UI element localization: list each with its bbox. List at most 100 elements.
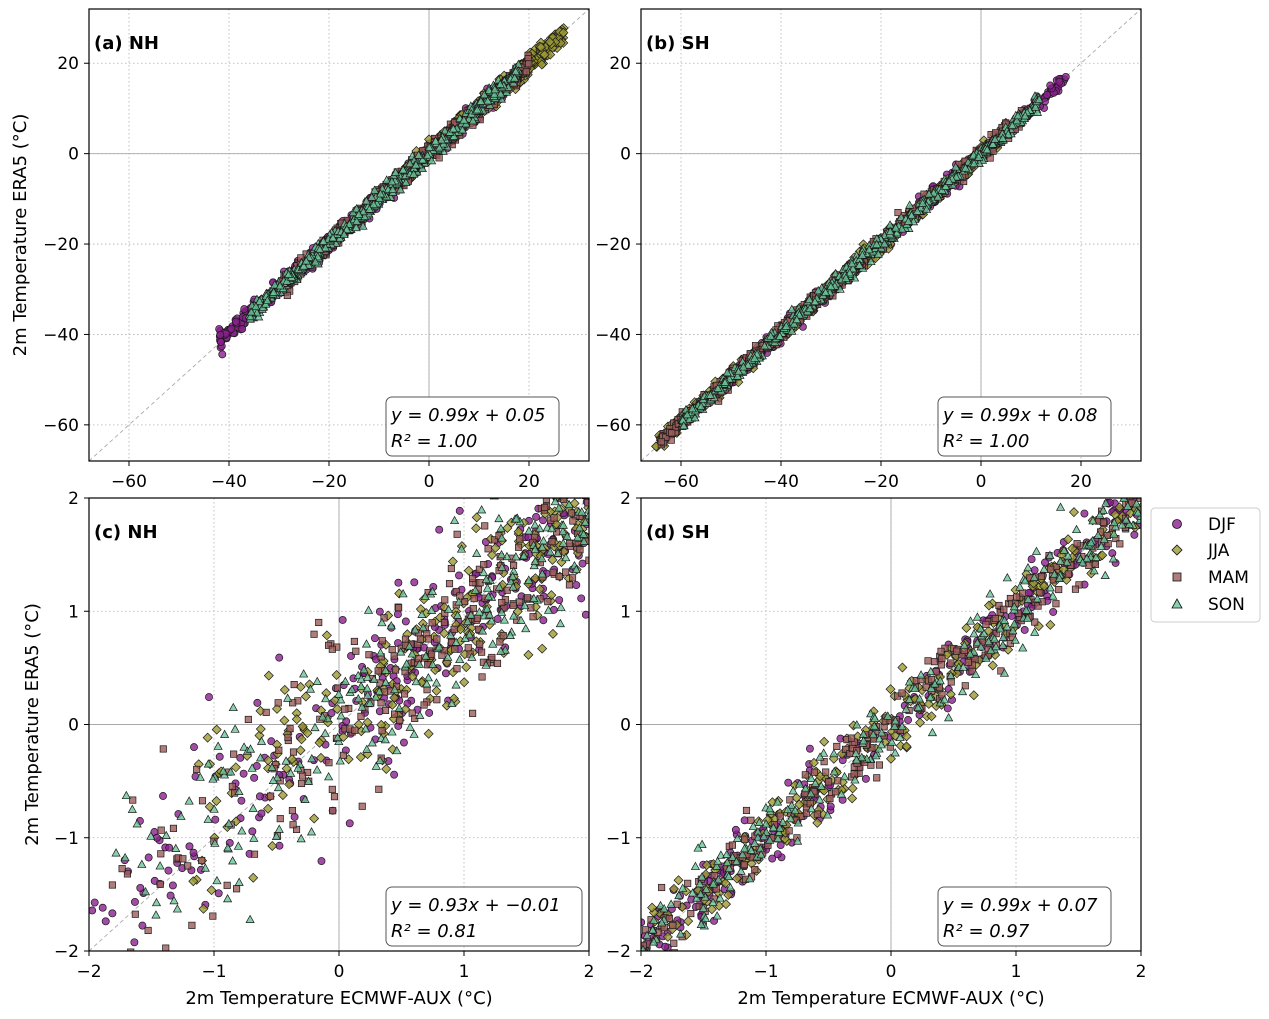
point-jja	[263, 670, 274, 681]
point-mam	[438, 651, 446, 659]
x-tick-label: 0	[424, 472, 435, 492]
x-tick-label: −20	[863, 472, 899, 492]
point-son	[924, 189, 934, 198]
point-jja	[461, 662, 472, 673]
point-jja	[188, 876, 199, 887]
point-son	[449, 131, 459, 140]
point-mam	[522, 68, 530, 76]
point-son	[982, 145, 992, 154]
point-mam	[352, 647, 360, 655]
point-jja	[321, 630, 332, 641]
point-son	[427, 155, 437, 165]
point-mam	[325, 641, 333, 649]
point-jja	[331, 669, 342, 680]
point-djf	[257, 809, 266, 818]
point-son	[315, 244, 325, 253]
point-son	[960, 163, 971, 172]
point-mam	[198, 797, 207, 805]
point-son	[398, 165, 408, 174]
point-jja	[230, 762, 241, 773]
point-djf	[189, 848, 198, 857]
point-mam	[162, 944, 170, 951]
point-son	[457, 125, 468, 134]
point-djf	[455, 571, 463, 580]
point-son	[390, 167, 401, 176]
point-son	[941, 181, 951, 190]
point-mam	[445, 580, 454, 588]
point-mam	[381, 706, 390, 714]
point-mam	[388, 645, 396, 654]
point-jja	[263, 803, 274, 814]
point-jja	[423, 728, 434, 739]
point-son	[872, 239, 882, 248]
scatter-points	[215, 23, 569, 359]
point-djf	[227, 324, 236, 333]
point-son	[251, 301, 261, 311]
point-mam	[286, 725, 294, 733]
point-son	[382, 175, 392, 184]
y-tick-label: −60	[43, 416, 79, 436]
point-djf	[1046, 81, 1055, 90]
point-son	[483, 96, 493, 105]
point-mam	[433, 696, 441, 704]
point-son	[789, 319, 799, 328]
point-mam	[392, 666, 400, 674]
point-djf	[250, 773, 259, 782]
point-jja	[287, 754, 298, 765]
point-son	[896, 212, 906, 221]
point-djf	[275, 653, 284, 662]
point-son	[804, 294, 814, 304]
point-son	[1032, 107, 1043, 116]
x-tick-label: 20	[518, 472, 540, 492]
y-tick-label: −40	[43, 325, 79, 345]
point-jja	[490, 542, 501, 553]
y-tick-label: −60	[595, 416, 631, 436]
point-son	[810, 296, 820, 306]
point-jja	[549, 488, 558, 497]
point-jja	[547, 554, 558, 565]
point-djf	[236, 753, 245, 762]
point-jja	[267, 841, 278, 852]
point-mam	[378, 727, 386, 735]
point-djf	[90, 898, 99, 907]
point-mam	[223, 881, 231, 889]
point-mam	[488, 653, 496, 662]
point-mam	[469, 709, 477, 717]
point-mam	[544, 598, 552, 606]
point-djf	[577, 594, 586, 603]
point-mam	[464, 644, 472, 652]
point-djf	[393, 610, 402, 619]
point-mam	[396, 716, 404, 724]
point-mam	[478, 648, 486, 656]
point-son	[245, 311, 255, 321]
point-djf	[136, 883, 145, 892]
point-mam	[433, 635, 441, 643]
point-son	[246, 307, 256, 316]
point-son	[891, 223, 901, 232]
point-djf	[165, 843, 174, 852]
point-son	[254, 296, 265, 305]
point-son	[696, 401, 706, 410]
point-son	[847, 258, 857, 268]
point-djf	[563, 479, 570, 486]
point-son	[792, 314, 802, 324]
point-djf	[267, 737, 276, 746]
point-djf	[390, 770, 399, 779]
point-mam	[470, 595, 478, 603]
point-mam	[131, 910, 139, 918]
point-son	[368, 199, 379, 208]
point-son	[845, 268, 855, 277]
point-jja	[558, 423, 567, 432]
point-mam	[469, 604, 477, 613]
point-son	[1030, 102, 1041, 111]
point-mam	[289, 699, 297, 707]
point-djf	[555, 596, 564, 605]
point-jja	[573, 483, 582, 492]
x-tick-label: −40	[211, 472, 247, 492]
point-djf	[1043, 90, 1052, 99]
point-son	[679, 421, 689, 430]
point-djf	[578, 559, 587, 568]
point-son	[1013, 110, 1023, 120]
point-djf	[574, 432, 581, 439]
